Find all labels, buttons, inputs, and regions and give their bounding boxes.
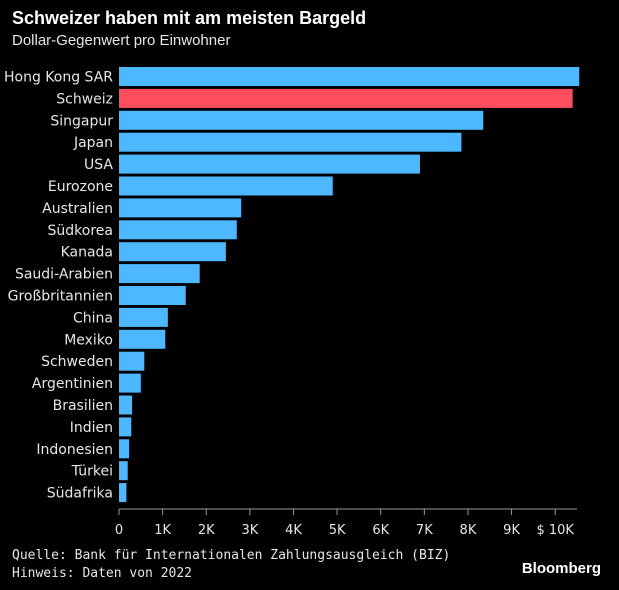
source-note: Quelle: Bank für Internationalen Zahlung… bbox=[12, 548, 451, 563]
category-label: Mexiko bbox=[64, 332, 113, 348]
bar bbox=[119, 110, 484, 130]
bar bbox=[119, 176, 333, 196]
bar bbox=[119, 439, 130, 459]
bar bbox=[119, 483, 127, 503]
x-tick-label: 4K bbox=[285, 523, 302, 538]
x-tick-label: 1K bbox=[154, 523, 171, 538]
category-label: Schweiz bbox=[56, 91, 113, 107]
bar bbox=[119, 132, 462, 152]
x-tick-label: 7K bbox=[416, 523, 433, 538]
x-tick-label: 9K bbox=[503, 523, 520, 538]
bar bbox=[119, 395, 133, 415]
bar bbox=[119, 307, 168, 327]
bar bbox=[119, 264, 200, 284]
category-label: Japan bbox=[73, 135, 113, 151]
x-tick-label: 0 bbox=[115, 523, 123, 538]
data-note: Hinweis: Daten von 2022 bbox=[12, 566, 193, 581]
bar bbox=[119, 417, 132, 437]
category-label: Schweden bbox=[41, 354, 113, 370]
category-label: Argentinien bbox=[32, 376, 113, 392]
category-label: Kanada bbox=[61, 245, 113, 261]
bar bbox=[119, 88, 573, 108]
bar bbox=[119, 154, 420, 174]
chart-subtitle: Dollar-Gegenwert pro Einwohner bbox=[12, 32, 231, 49]
bar bbox=[119, 286, 186, 305]
bar bbox=[119, 373, 141, 393]
category-label: China bbox=[73, 310, 113, 326]
bar bbox=[119, 461, 128, 481]
bar bbox=[119, 329, 166, 349]
category-label: Brasilien bbox=[53, 398, 113, 414]
category-label: Singapur bbox=[50, 113, 113, 129]
bar bbox=[119, 351, 145, 371]
category-label: Südafrika bbox=[47, 486, 113, 502]
chart-title: Schweizer haben mit am meisten Bargeld bbox=[12, 8, 367, 28]
category-label: Australien bbox=[42, 201, 113, 217]
bar bbox=[119, 220, 237, 240]
category-label: Indonesien bbox=[36, 442, 113, 458]
category-label: Türkei bbox=[71, 464, 113, 480]
bar bbox=[119, 242, 226, 262]
category-label: Indien bbox=[70, 420, 113, 436]
x-tick-label: 6K bbox=[372, 523, 389, 538]
bloomberg-logo: Bloomberg bbox=[521, 560, 601, 577]
bar-chart: Hong Kong SAR Schweiz Singapur Japan USA Euro… bbox=[4, 67, 580, 538]
x-tick-label: 5K bbox=[329, 523, 346, 538]
x-tick-label: 2K bbox=[198, 523, 215, 538]
category-label: Großbritannien bbox=[8, 289, 113, 305]
x-tick-label: $ 10K bbox=[536, 523, 574, 538]
category-label: Hong Kong SAR bbox=[4, 70, 113, 86]
x-tick-label: 8K bbox=[460, 523, 477, 538]
bar bbox=[119, 198, 242, 218]
category-label: Südkorea bbox=[48, 223, 113, 239]
category-label: Eurozone bbox=[48, 179, 113, 195]
category-label: Saudi-Arabien bbox=[15, 267, 113, 283]
category-label: USA bbox=[84, 157, 113, 173]
x-tick-label: 3K bbox=[241, 523, 258, 538]
bar bbox=[119, 67, 580, 86]
